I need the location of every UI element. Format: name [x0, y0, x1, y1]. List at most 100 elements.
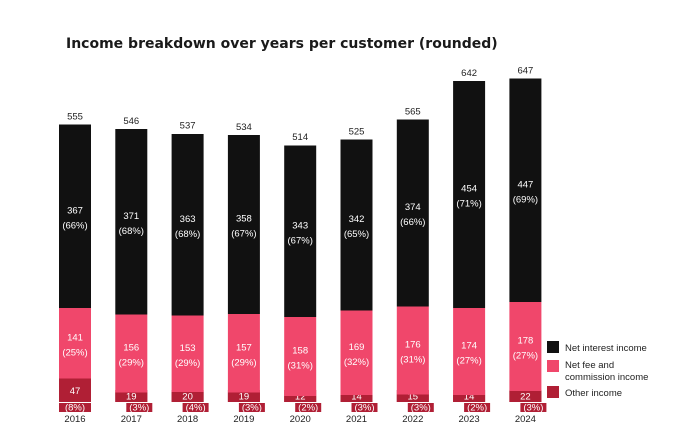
- value-label-net-fee-and-commission-income-2020: 158: [292, 346, 308, 357]
- bar-other-income-2016: [59, 378, 91, 402]
- x-tick-label-2024: 2024: [515, 414, 536, 425]
- bar-net-fee-and-commission-income-2023: [453, 308, 486, 395]
- pct-label-other-income-2017: (3%): [129, 403, 149, 414]
- legend-label-net-fee-and-commission-income-line-2: commission income: [565, 372, 648, 383]
- pct-label-other-income-2018: (4%): [186, 403, 206, 414]
- pct-label-net-interest-income-2018: (68%): [175, 229, 200, 240]
- total-label-2024: 647: [517, 66, 533, 77]
- pct-label-net-fee-and-commission-income-2024: (27%): [513, 351, 538, 362]
- x-tick-label-2019: 2019: [233, 414, 254, 425]
- value-label-net-fee-and-commission-income-2019: 157: [236, 342, 252, 353]
- x-tick-label-2017: 2017: [121, 414, 142, 425]
- legend-label-net-fee-and-commission-income-line-1: Net fee and: [565, 360, 614, 371]
- pct-label-net-fee-and-commission-income-2023: (27%): [456, 356, 481, 367]
- pct-label-net-interest-income-2024: (69%): [513, 194, 538, 205]
- total-label-2023: 642: [461, 68, 477, 79]
- legend-label-other-income: Other income: [565, 388, 622, 399]
- pct-label-other-income-2023: (2%): [467, 403, 487, 414]
- bar-net-fee-and-commission-income-2016: [59, 308, 91, 379]
- bar-net-fee-and-commission-income-2017: [115, 314, 148, 393]
- value-label-other-income-2019: 19: [239, 392, 250, 403]
- total-label-2016: 555: [67, 112, 83, 123]
- value-label-other-income-2021: 14: [351, 392, 362, 403]
- bar-net-interest-income-2022: [396, 119, 429, 307]
- pct-badge-other-income-2016: [59, 403, 91, 412]
- x-tick-label-2021: 2021: [346, 414, 367, 425]
- bar-net-fee-and-commission-income-2024: [509, 302, 542, 391]
- pct-label-net-interest-income-2023: (71%): [456, 199, 481, 210]
- value-label-net-interest-income-2017: 371: [123, 211, 139, 222]
- total-label-2017: 546: [123, 116, 139, 127]
- pct-label-net-fee-and-commission-income-2020: (31%): [288, 361, 313, 372]
- pct-label-other-income-2022: (3%): [411, 403, 431, 414]
- pct-label-net-fee-and-commission-income-2021: (32%): [344, 357, 369, 368]
- value-label-other-income-2018: 20: [182, 392, 193, 403]
- value-label-other-income-2016: 47: [70, 386, 81, 397]
- pct-badge-other-income-2019: [238, 403, 265, 412]
- x-tick-label-2018: 2018: [177, 414, 198, 425]
- x-axis: 2016 2017 2018 2019 2020 2021 2022 2023 2024: [64, 414, 536, 425]
- legend-label-net-interest-income: Net interest income: [565, 343, 647, 354]
- value-cap-other-income-2024: [509, 390, 542, 402]
- pct-badge-other-income-2022: [407, 403, 434, 412]
- value-label-net-fee-and-commission-income-2021: 169: [349, 342, 365, 353]
- pct-label-net-fee-and-commission-income-2018: (29%): [175, 358, 200, 369]
- pct-label-net-interest-income-2022: (66%): [400, 217, 425, 228]
- bar-net-interest-income-2023: [453, 81, 486, 308]
- total-label-2022: 565: [405, 107, 421, 118]
- pct-label-other-income-2024: (3%): [523, 403, 543, 414]
- value-label-net-interest-income-2020: 343: [292, 220, 308, 231]
- value-label-other-income-2017: 19: [126, 392, 137, 403]
- pct-badge-other-income-2024: [520, 403, 547, 412]
- pct-badge-other-income-2020: [295, 403, 322, 412]
- legend-swatch-net-interest-income: [547, 341, 559, 353]
- bar-net-fee-and-commission-income-2018: [171, 315, 204, 392]
- bar-net-interest-income-2019: [227, 135, 260, 314]
- pct-badge-other-income-2023: [464, 403, 491, 412]
- bar-net-interest-income-2024: [509, 78, 542, 302]
- value-cap-other-income-2018: [171, 390, 204, 402]
- legend-swatch-other-income: [547, 386, 559, 398]
- chart-title: Income breakdown over years per customer…: [66, 36, 498, 52]
- bar-net-fee-and-commission-income-2022: [396, 306, 429, 395]
- value-cap-other-income-2019: [227, 390, 260, 402]
- pct-label-net-interest-income-2017: (68%): [119, 226, 144, 237]
- value-label-net-fee-and-commission-income-2018: 153: [180, 343, 196, 354]
- bar-net-fee-and-commission-income-2020: [284, 317, 317, 396]
- value-label-net-interest-income-2016: 367: [67, 205, 83, 216]
- bar-net-fee-and-commission-income-2021: [340, 310, 373, 395]
- pct-label-net-interest-income-2019: (67%): [231, 229, 256, 240]
- value-label-net-fee-and-commission-income-2016: 141: [67, 332, 83, 343]
- value-label-other-income-2020: 12: [295, 392, 306, 403]
- total-label-2021: 525: [349, 127, 365, 138]
- value-label-net-fee-and-commission-income-2023: 174: [461, 341, 477, 352]
- value-label-other-income-2022: 15: [408, 392, 419, 403]
- bars-group: 47(8%)141(25%)367(66%)55519(3%)156(29%)3…: [59, 66, 547, 414]
- value-label-other-income-2023: 14: [464, 392, 475, 403]
- pct-badge-other-income-2021: [351, 403, 378, 412]
- bar-net-interest-income-2016: [59, 124, 91, 308]
- x-tick-label-2016: 2016: [64, 414, 85, 425]
- value-label-net-fee-and-commission-income-2017: 156: [123, 343, 139, 354]
- pct-badge-other-income-2018: [182, 403, 209, 412]
- pct-label-net-interest-income-2016: (66%): [62, 220, 87, 231]
- pct-label-other-income-2021: (3%): [354, 403, 374, 414]
- value-label-net-interest-income-2019: 358: [236, 214, 252, 225]
- value-label-other-income-2024: 22: [520, 392, 531, 403]
- pct-label-other-income-2020: (2%): [298, 403, 318, 414]
- value-label-net-fee-and-commission-income-2024: 178: [517, 336, 533, 347]
- bar-net-interest-income-2018: [171, 134, 204, 316]
- bar-net-fee-and-commission-income-2019: [227, 314, 260, 393]
- pct-label-other-income-2016: (8%): [65, 403, 85, 414]
- pct-label-net-fee-and-commission-income-2017: (29%): [119, 358, 144, 369]
- value-label-net-interest-income-2022: 374: [405, 202, 421, 213]
- value-cap-other-income-2017: [115, 390, 148, 402]
- legend-swatch-net-fee-and-commission-income: [547, 360, 559, 372]
- value-label-net-interest-income-2023: 454: [461, 184, 477, 195]
- bar-net-interest-income-2017: [115, 129, 148, 315]
- pct-label-net-interest-income-2021: (65%): [344, 229, 369, 240]
- value-label-net-interest-income-2024: 447: [517, 179, 533, 190]
- pct-badge-other-income-2017: [126, 403, 153, 412]
- value-label-net-interest-income-2021: 342: [349, 214, 365, 225]
